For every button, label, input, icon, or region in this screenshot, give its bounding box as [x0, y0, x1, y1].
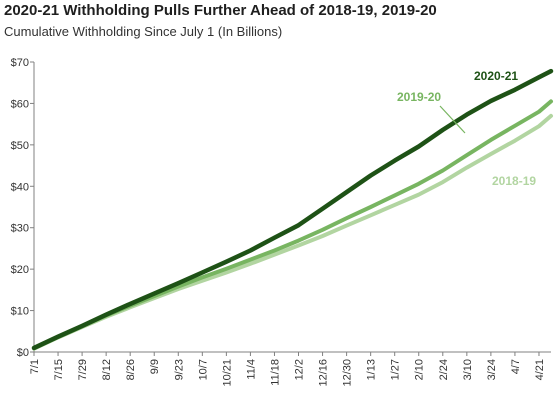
- y-tick-label: $70: [11, 57, 29, 69]
- y-tick-label: $50: [11, 140, 29, 152]
- series-line-2020-21: [31, 68, 554, 351]
- x-tick-label: 12/2: [294, 359, 306, 380]
- x-tick-label: 11/18: [269, 359, 281, 386]
- x-tick-label: 2/10: [414, 359, 426, 380]
- x-tick-label: 12/16: [318, 359, 330, 387]
- series-label-2018-19: 2018-19: [492, 174, 536, 188]
- y-tick-label: $10: [11, 306, 29, 318]
- x-tick-label: 2/24: [438, 359, 450, 380]
- x-tick-label: 7/1: [29, 359, 41, 374]
- series-label-2020-21: 2020-21: [474, 69, 518, 83]
- x-tick-label: 12/30: [342, 359, 354, 387]
- x-tick-label: 3/24: [486, 359, 498, 380]
- x-tick-label: 9/9: [149, 359, 161, 374]
- x-tick-label: 8/26: [125, 359, 137, 380]
- x-tick-label: 4/7: [510, 359, 522, 374]
- series-label-2019-20: 2019-20: [397, 90, 441, 104]
- x-tick-label: 4/21: [534, 359, 546, 380]
- x-tick-label: 9/23: [173, 359, 185, 380]
- x-tick-label: 3/10: [462, 359, 474, 380]
- x-tick-label: 7/15: [53, 359, 65, 380]
- x-tick-label: 1/13: [366, 359, 378, 380]
- y-tick-label: $20: [11, 264, 29, 276]
- x-tick-label: 1/27: [390, 359, 402, 380]
- chart-title: 2020-21 Withholding Pulls Further Ahead …: [4, 2, 437, 19]
- x-tick-label: 10/21: [221, 359, 233, 387]
- y-tick-label: $60: [11, 98, 29, 110]
- chart-subtitle: Cumulative Withholding Since July 1 (In …: [4, 24, 283, 39]
- y-tick-label: $30: [11, 223, 29, 235]
- y-tick-label: $40: [11, 181, 29, 193]
- x-tick-label: 8/12: [101, 359, 113, 380]
- series-leader-2019-20: [439, 105, 466, 134]
- y-tick-label: $0: [17, 347, 29, 359]
- x-tick-label: 10/7: [197, 359, 209, 380]
- x-tick-label: 11/4: [245, 359, 257, 380]
- x-tick-label: 7/29: [77, 359, 89, 380]
